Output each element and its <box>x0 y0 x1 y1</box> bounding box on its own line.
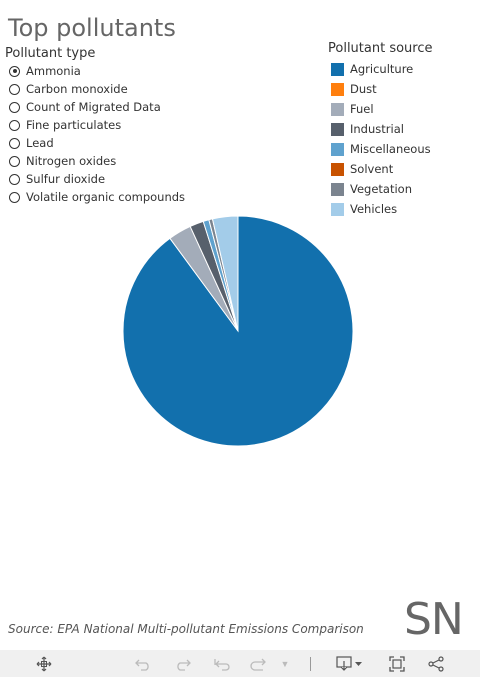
legend-item-vegetation[interactable]: Vegetation <box>331 179 431 199</box>
share-icon[interactable] <box>425 650 447 677</box>
fullscreen-icon[interactable] <box>386 650 408 677</box>
radio-option-lead[interactable]: Lead <box>9 134 185 152</box>
radio-label: Fine particulates <box>26 118 122 132</box>
radio-option-sulfur-dioxide[interactable]: Sulfur dioxide <box>9 170 185 188</box>
radio-icon[interactable] <box>9 191 20 203</box>
legend-item-dust[interactable]: Dust <box>331 79 431 99</box>
download-icon[interactable] <box>334 650 366 677</box>
legend-label: Solvent <box>350 162 394 176</box>
legend-heading: Pollutant source <box>328 41 433 56</box>
legend-swatch <box>331 102 344 116</box>
toolbar-divider <box>310 657 311 671</box>
radio-icon[interactable] <box>9 101 20 113</box>
radio-option-fine-particulates[interactable]: Fine particulates <box>9 116 185 134</box>
revert-icon[interactable] <box>212 650 234 677</box>
legend-label: Agriculture <box>350 62 414 76</box>
pie-slice-agriculture[interactable] <box>122 215 354 447</box>
radio-icon[interactable] <box>9 119 20 131</box>
legend-swatch <box>331 162 344 176</box>
radio-label: Ammonia <box>26 64 81 78</box>
refresh-icon[interactable] <box>248 650 270 677</box>
legend-label: Industrial <box>350 122 404 136</box>
legend-swatch <box>331 122 344 136</box>
legend-label: Vegetation <box>350 182 413 196</box>
source-note: Source: EPA National Multi-pollutant Emi… <box>8 622 364 636</box>
radio-label: Count of Migrated Data <box>26 100 161 114</box>
radio-label: Sulfur dioxide <box>26 172 106 186</box>
pie-chart <box>122 215 354 447</box>
radio-icon[interactable] <box>9 83 20 95</box>
radio-selected-icon[interactable] <box>9 65 20 77</box>
move-icon[interactable] <box>32 650 56 677</box>
dropdown-icon[interactable]: ▼ <box>280 658 290 669</box>
radio-option-carbon-monoxide[interactable]: Carbon monoxide <box>9 80 185 98</box>
radio-icon[interactable] <box>9 173 20 185</box>
legend-item-miscellaneous[interactable]: Miscellaneous <box>331 139 431 159</box>
filter-heading: Pollutant type <box>5 46 96 61</box>
chart-legend: Agriculture Dust Fuel Industrial Miscellaneo… <box>331 59 431 219</box>
legend-label: Vehicles <box>350 202 398 216</box>
radio-label: Lead <box>26 136 54 150</box>
radio-option-nitrogen-oxides[interactable]: Nitrogen oxides <box>9 152 185 170</box>
toolbar: ▼ <box>0 650 480 677</box>
legend-swatch <box>331 62 344 76</box>
redo-icon[interactable] <box>172 650 194 677</box>
pollutant-type-filter: Ammonia Carbon monoxide Count of Migrate… <box>9 62 185 206</box>
radio-icon[interactable] <box>9 137 20 149</box>
radio-option-count-migrated-data[interactable]: Count of Migrated Data <box>9 98 185 116</box>
legend-label: Miscellaneous <box>350 142 431 156</box>
legend-label: Dust <box>350 82 377 96</box>
radio-option-ammonia[interactable]: Ammonia <box>9 62 185 80</box>
legend-item-fuel[interactable]: Fuel <box>331 99 431 119</box>
radio-option-voc[interactable]: Volatile organic compounds <box>9 188 185 206</box>
undo-icon[interactable] <box>132 650 154 677</box>
pie-slice-vehicles[interactable] <box>211 215 239 332</box>
legend-item-industrial[interactable]: Industrial <box>331 119 431 139</box>
legend-item-agriculture[interactable]: Agriculture <box>331 59 431 79</box>
legend-swatch <box>331 182 344 196</box>
legend-label: Fuel <box>350 102 374 116</box>
legend-swatch <box>331 202 344 216</box>
logo: SN <box>404 594 464 645</box>
chart-title: Top pollutants <box>8 14 176 42</box>
legend-item-solvent[interactable]: Solvent <box>331 159 431 179</box>
radio-label: Carbon monoxide <box>26 82 128 96</box>
legend-item-vehicles[interactable]: Vehicles <box>331 199 431 219</box>
radio-label: Volatile organic compounds <box>26 190 186 204</box>
legend-swatch <box>331 82 344 96</box>
radio-icon[interactable] <box>9 155 20 167</box>
legend-swatch <box>331 142 344 156</box>
radio-label: Nitrogen oxides <box>26 154 117 168</box>
